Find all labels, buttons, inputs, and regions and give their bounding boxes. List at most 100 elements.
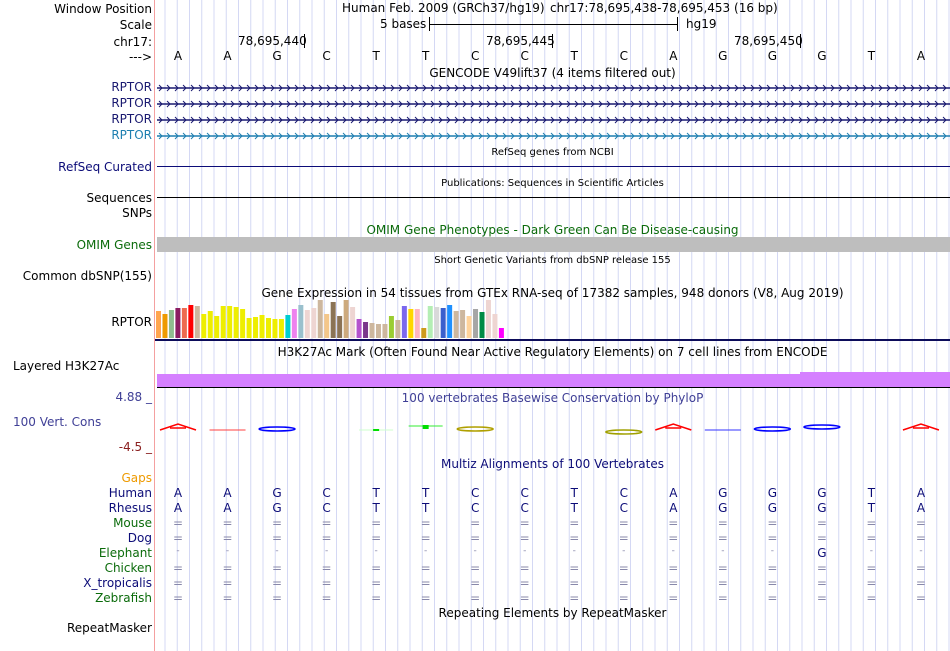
gtex-tissue-bar[interactable] — [421, 328, 427, 338]
gtex-tissue-bar[interactable] — [156, 311, 161, 338]
gtex-tissue-bar[interactable] — [259, 315, 265, 338]
gtex-tissue-bar[interactable] — [298, 305, 304, 338]
gtex-tissue-bar[interactable] — [175, 308, 181, 338]
multiz-species-label[interactable]: Chicken — [104, 561, 152, 575]
gtex-bar-chart[interactable] — [155, 298, 950, 342]
gtex-tissue-bar[interactable] — [162, 314, 168, 338]
gtex-tissue-bar[interactable] — [278, 319, 284, 338]
gencode-track-title[interactable]: GENCODE V49lift37 (4 items filtered out) — [429, 66, 676, 80]
publications-track-label[interactable]: Sequences — [86, 191, 152, 205]
gtex-tissue-bar[interactable] — [375, 324, 381, 338]
omim-track-label[interactable]: OMIM Genes — [76, 238, 152, 252]
gencode-transcript-label[interactable]: RPTOR — [111, 112, 152, 126]
gtex-tissue-bar[interactable] — [427, 306, 433, 338]
h3k27ac-signal[interactable] — [800, 372, 950, 387]
phylop-logo[interactable] — [155, 418, 950, 438]
gtex-tissue-bar[interactable] — [291, 309, 297, 338]
h3k27ac-track-title[interactable]: H3K27Ac Mark (Often Found Near Active Re… — [277, 345, 828, 359]
gtex-tissue-bar[interactable] — [440, 308, 446, 338]
strand-arrow-icon — [222, 116, 227, 124]
gtex-tissue-bar[interactable] — [447, 305, 453, 338]
gtex-tissue-bar[interactable] — [227, 306, 233, 338]
dbsnp-track-title[interactable]: Short Genetic Variants from dbSNP releas… — [434, 255, 671, 266]
refseq-track-label[interactable]: RefSeq Curated — [58, 160, 152, 174]
gtex-tissue-bar[interactable] — [201, 314, 207, 338]
gtex-track-label[interactable]: RPTOR — [111, 315, 152, 329]
gtex-tissue-bar[interactable] — [272, 319, 278, 338]
multiz-species-label[interactable]: Mouse — [113, 516, 152, 530]
gtex-tissue-bar[interactable] — [330, 302, 336, 338]
gencode-transcript-line[interactable] — [157, 83, 950, 93]
gtex-tissue-bar[interactable] — [304, 310, 310, 338]
gtex-tissue-bar[interactable] — [311, 308, 317, 338]
gtex-tissue-bar[interactable] — [168, 310, 174, 338]
gtex-tissue-bar[interactable] — [240, 309, 246, 338]
gencode-transcript-label[interactable]: RPTOR — [111, 96, 152, 110]
gtex-tissue-bar[interactable] — [356, 319, 362, 338]
repeatmasker-track-label[interactable]: RepeatMasker — [66, 621, 152, 635]
gtex-tissue-bar[interactable] — [492, 314, 498, 338]
gtex-tissue-bar[interactable] — [414, 309, 420, 338]
repeatmasker-track-title[interactable]: Repeating Elements by RepeatMasker — [438, 606, 667, 620]
gtex-tissue-bar[interactable] — [363, 322, 369, 338]
gtex-tissue-bar[interactable] — [479, 312, 485, 338]
gtex-tissue-bar[interactable] — [498, 328, 504, 338]
gtex-tissue-bar[interactable] — [337, 316, 343, 338]
gtex-tissue-bar[interactable] — [181, 308, 187, 338]
gtex-tissue-bar[interactable] — [369, 323, 375, 338]
gtex-tissue-bar[interactable] — [220, 306, 226, 338]
gtex-tissue-bar[interactable] — [466, 316, 472, 338]
gtex-tissue-bar[interactable] — [408, 309, 414, 338]
strand-arrow-icon — [582, 84, 587, 92]
multiz-species-label[interactable]: Elephant — [98, 546, 152, 560]
gtex-tissue-bar[interactable] — [485, 300, 491, 338]
gencode-transcript-line[interactable] — [157, 99, 950, 109]
publications-line[interactable] — [157, 197, 950, 198]
gtex-tissue-bar[interactable] — [324, 314, 330, 338]
h3k27ac-signal[interactable] — [157, 374, 800, 387]
refseq-gene-line[interactable] — [157, 166, 950, 167]
multiz-species-label[interactable]: Human — [108, 486, 152, 500]
dbsnp-track-label[interactable]: Common dbSNP(155) — [22, 269, 152, 283]
gtex-tissue-bar[interactable] — [233, 307, 239, 338]
gtex-tissue-bar[interactable] — [453, 311, 459, 338]
gtex-tissue-bar[interactable] — [395, 320, 401, 338]
gtex-tissue-bar[interactable] — [460, 310, 466, 338]
gtex-tissue-bar[interactable] — [214, 316, 220, 338]
gencode-transcript-label[interactable]: RPTOR — [111, 80, 152, 94]
gtex-track-title[interactable]: Gene Expression in 54 tissues from GTEx … — [261, 286, 844, 300]
publications-track-title[interactable]: Publications: Sequences in Scientific Ar… — [441, 178, 664, 189]
gtex-tissue-bar[interactable] — [401, 306, 407, 338]
gtex-tissue-bar[interactable] — [317, 300, 323, 338]
gencode-transcript-line[interactable] — [157, 115, 950, 125]
multiz-species-label[interactable]: Rhesus — [108, 501, 152, 515]
h3k27ac-track-label[interactable]: Layered H3K27Ac — [13, 359, 120, 373]
gtex-tissue-bar[interactable] — [382, 324, 388, 338]
gencode-transcript-line[interactable] — [157, 131, 950, 141]
multiz-track-title[interactable]: Multiz Alignments of 100 Vertebrates — [440, 457, 665, 471]
multiz-species-label[interactable]: Zebrafish — [95, 591, 152, 605]
phylop-track-label[interactable]: 100 Vert. Cons — [13, 415, 102, 429]
multiz-species-label[interactable]: Dog — [127, 531, 152, 545]
snps-track-label[interactable]: SNPs — [122, 206, 152, 220]
omim-track-title[interactable]: OMIM Gene Phenotypes - Dark Green Can Be… — [366, 223, 739, 237]
gtex-tissue-bar[interactable] — [246, 318, 252, 338]
multiz-species-label[interactable]: X_tropicalis — [83, 576, 152, 590]
gtex-tissue-bar[interactable] — [285, 315, 291, 338]
gencode-transcript-label[interactable]: RPTOR — [111, 128, 152, 142]
gtex-tissue-bar[interactable] — [265, 318, 271, 338]
phylop-track-title[interactable]: 100 vertebrates Basewise Conservation by… — [401, 391, 704, 405]
gtex-tissue-bar[interactable] — [207, 311, 213, 338]
refseq-track-title[interactable]: RefSeq genes from NCBI — [491, 147, 614, 158]
gtex-tissue-bar[interactable] — [434, 307, 440, 338]
gtex-tissue-bar[interactable] — [350, 307, 356, 338]
gtex-tissue-bar[interactable] — [343, 300, 349, 338]
omim-gene-bar[interactable] — [157, 237, 950, 252]
gtex-tissue-bar[interactable] — [188, 305, 194, 338]
gtex-tissue-bar[interactable] — [388, 316, 394, 338]
gtex-tissue-bar[interactable] — [473, 309, 479, 338]
gtex-tissue-bar[interactable] — [253, 317, 259, 338]
strand-arrow-icon — [526, 100, 531, 108]
alignment-base: = — [519, 576, 530, 590]
gtex-tissue-bar[interactable] — [194, 306, 200, 338]
